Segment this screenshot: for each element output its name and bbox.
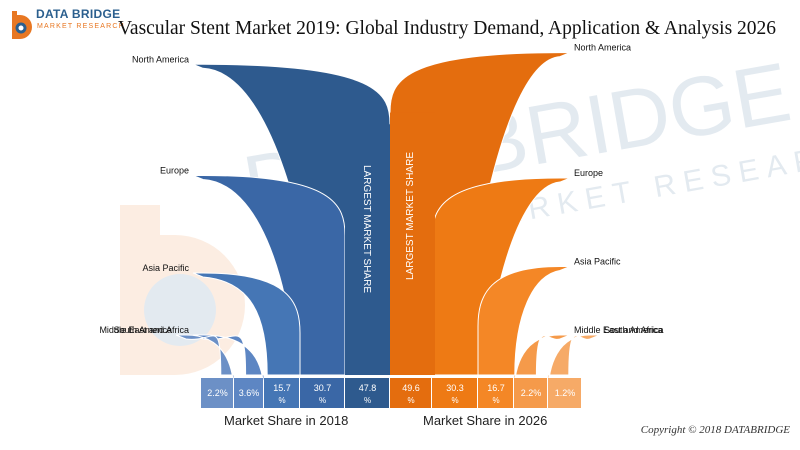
bar-2018-largest-column xyxy=(345,124,390,375)
category-label-2026-asia-pacific: Asia Pacific xyxy=(574,256,621,266)
category-label-2026-north-america: North America xyxy=(574,43,631,53)
share-2018-value-box-north-america xyxy=(345,378,389,408)
share-2026-data-label-unit-north-america: % xyxy=(407,396,414,405)
share-2026-value-box-north-america xyxy=(390,378,431,408)
copyright-notice: Copyright © 2018 DATABRIDGE xyxy=(640,424,790,436)
logo-tagline: MARKET RESEARCH xyxy=(37,23,125,30)
chart-title: Vascular Stent Market 2019: Global Indus… xyxy=(118,18,777,39)
bar-2026-largest-column xyxy=(390,112,435,375)
bar-2026-south-america xyxy=(547,334,601,396)
share-2026-data-label-middle-east-and-africa: 2.2% xyxy=(521,388,542,398)
databridge-logo-icon xyxy=(12,11,32,39)
watermark-logo-dot xyxy=(144,274,216,346)
share-2018-value-box-south-america xyxy=(201,378,233,408)
bar-2018-asia-pacific xyxy=(192,272,301,376)
share-2018-data-label-unit-north-america: % xyxy=(364,396,371,405)
bar-2026-middle-east-and-africa xyxy=(513,334,571,396)
largest-share-label-2026: LARGEST MARKET SHARE xyxy=(405,152,416,280)
share-2026-data-label-south-america: 1.2% xyxy=(555,388,576,398)
bar-2018-middle-east-and-africa xyxy=(192,334,265,396)
share-2018-data-label-unit-asia-pacific: % xyxy=(278,396,285,405)
x-axis-label-2026: Market Share in 2026 xyxy=(423,413,548,428)
share-2026-data-label-europe: 30.3 xyxy=(446,383,464,393)
share-2018-data-label-north-america: 47.8 xyxy=(359,383,377,393)
share-2026-value-box-asia-pacific xyxy=(478,378,513,408)
share-2018-value-box-middle-east-and-africa xyxy=(234,378,263,408)
logo-name: DATA BRIDGE xyxy=(36,7,121,21)
share-2018-data-label-south-america: 2.2% xyxy=(207,388,228,398)
category-label-2018-south-america: South America xyxy=(113,325,172,335)
share-2026-data-label-unit-asia-pacific: % xyxy=(492,396,499,405)
category-label-2026-middle-east-and-africa: Middle East and Africa xyxy=(574,325,664,335)
category-label-2026-europe: Europe xyxy=(574,168,603,178)
share-2026-data-label-unit-europe: % xyxy=(451,396,458,405)
share-2026-value-box-middle-east-and-africa xyxy=(514,378,547,408)
share-2026-data-label-asia-pacific: 16.7 xyxy=(487,383,505,393)
share-2018-value-box-asia-pacific xyxy=(264,378,299,408)
share-2026-value-box-south-america xyxy=(548,378,581,408)
share-2018-value-box-europe xyxy=(300,378,344,408)
share-2018-data-label-unit-europe: % xyxy=(319,396,326,405)
share-2026-data-label-north-america: 49.6 xyxy=(402,383,420,393)
bar-2026-asia-pacific xyxy=(477,265,571,376)
share-2026-value-box-europe xyxy=(432,378,477,408)
watermark-logo-icon xyxy=(120,205,245,375)
category-label-2018-europe: Europe xyxy=(160,165,189,175)
category-label-2026-south-america: South America xyxy=(604,325,663,335)
share-2018-data-label-asia-pacific: 15.7 xyxy=(273,383,291,393)
largest-share-label-2018: LARGEST MARKET SHARE xyxy=(361,165,372,293)
category-label-2018-north-america: North America xyxy=(132,54,189,64)
category-label-2018-asia-pacific: Asia Pacific xyxy=(142,263,189,273)
share-2018-data-label-middle-east-and-africa: 3.6% xyxy=(239,388,260,398)
category-label-2018-middle-east-and-africa: Middle East and Africa xyxy=(99,325,189,335)
x-axis-label-2018: Market Share in 2018 xyxy=(224,413,349,428)
bar-2018-south-america xyxy=(175,334,235,396)
share-2018-data-label-europe: 30.7 xyxy=(314,383,332,393)
